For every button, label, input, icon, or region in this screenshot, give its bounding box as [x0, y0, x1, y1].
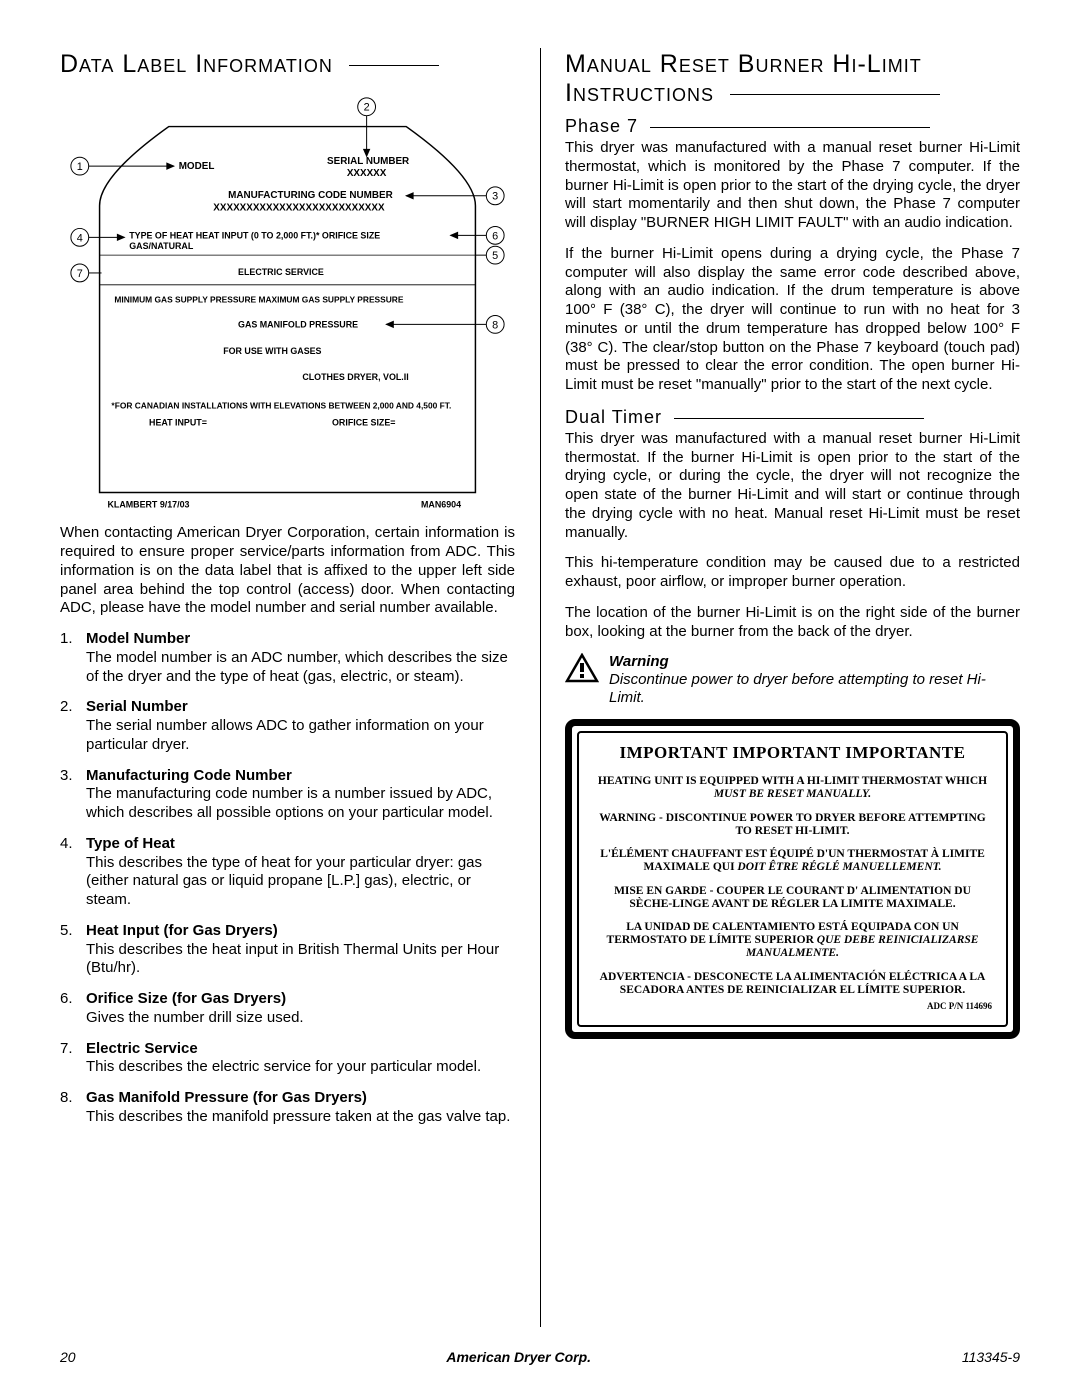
footer-page: 20	[60, 1349, 76, 1365]
footer-docnum: 113345-9	[962, 1349, 1020, 1365]
svg-text:MAN6904: MAN6904	[421, 499, 461, 509]
item-desc: This describes the manifold pressure tak…	[86, 1108, 510, 1125]
important-es2: ADVERTENCIA - DESCONECTE LA ALIMENTACIÓN…	[593, 971, 992, 997]
data-label-diagram: 1 2 3 4 5 6 7 8	[60, 87, 515, 512]
svg-text:7: 7	[77, 268, 83, 280]
right-title-line1: Manual Reset Burner Hi-Limit	[565, 50, 1020, 79]
svg-text:CLOTHES DRYER, VOL.II: CLOTHES DRYER, VOL.II	[302, 372, 408, 382]
svg-text:MODEL: MODEL	[179, 161, 215, 172]
column-right: Manual Reset Burner Hi-Limit Instruction…	[555, 50, 1020, 1330]
svg-text:ORIFICE SIZE=: ORIFICE SIZE=	[332, 417, 395, 427]
list-item: Serial NumberThe serial number allows AD…	[60, 698, 515, 754]
item-desc: This describes the type of heat for your…	[86, 854, 482, 909]
list-item: Type of HeatThis describes the type of h…	[60, 835, 515, 910]
svg-text:3: 3	[492, 191, 498, 203]
phase7-p2: If the burner Hi-Limit opens during a dr…	[565, 245, 1020, 395]
list-item: Manufacturing Code NumberThe manufacturi…	[60, 767, 515, 823]
item-desc: The serial number allows ADC to gather i…	[86, 717, 484, 753]
item-desc: Gives the number drill size used.	[86, 1009, 304, 1026]
svg-text:FOR USE WITH GASES: FOR USE WITH GASES	[223, 346, 321, 356]
important-header: IMPORTANT IMPORTANT IMPORTANTE	[593, 743, 992, 763]
definition-list: Model NumberThe model number is an ADC n…	[60, 630, 515, 1127]
right-title-line2: Instructions	[565, 79, 1020, 108]
svg-text:XXXXXXXXXXXXXXXXXXXXXXXXXX: XXXXXXXXXXXXXXXXXXXXXXXXXX	[213, 203, 385, 214]
svg-text:MANUFACTURING CODE NUMBER: MANUFACTURING CODE NUMBER	[228, 190, 393, 201]
svg-text:KLAMBERT 9/17/03: KLAMBERT 9/17/03	[107, 499, 189, 509]
item-title: Heat Input (for Gas Dryers)	[86, 922, 515, 941]
warning-title: Warning	[609, 653, 1020, 671]
item-desc: This describes the heat input in British…	[86, 941, 499, 977]
title-underline	[349, 65, 439, 66]
svg-text:6: 6	[492, 230, 498, 242]
svg-text:2: 2	[364, 102, 370, 114]
item-desc: This describes the electric service for …	[86, 1058, 481, 1075]
item-title: Orifice Size (for Gas Dryers)	[86, 990, 515, 1009]
important-fr2: MISE EN GARDE - COUPER LE COURANT D' ALI…	[593, 885, 992, 911]
column-left: Data Label Information 1 2 3 4 5 6 7 8	[60, 50, 525, 1330]
item-title: Gas Manifold Pressure (for Gas Dryers)	[86, 1089, 515, 1108]
item-title: Model Number	[86, 630, 515, 649]
phase7-p1: This dryer was manufactured with a manua…	[565, 139, 1020, 233]
svg-text:GAS MANIFOLD PRESSURE: GAS MANIFOLD PRESSURE	[238, 319, 358, 329]
title-underline	[730, 94, 940, 95]
right-title2-text: Instructions	[565, 79, 714, 107]
diagram-svg: 1 2 3 4 5 6 7 8	[60, 87, 515, 512]
left-intro: When contacting American Dryer Corporati…	[60, 524, 515, 618]
dual-p1: This dryer was manufactured with a manua…	[565, 430, 1020, 543]
important-label: IMPORTANT IMPORTANT IMPORTANTE HEATING U…	[565, 719, 1020, 1039]
item-title: Electric Service	[86, 1040, 515, 1059]
item-title: Serial Number	[86, 698, 515, 717]
item-title: Manufacturing Code Number	[86, 767, 515, 786]
list-item: Orifice Size (for Gas Dryers)Gives the n…	[60, 990, 515, 1028]
important-pn: ADC P/N 114696	[593, 1001, 992, 1011]
subtitle-underline	[674, 418, 924, 419]
svg-text:XXXXXX: XXXXXX	[347, 168, 387, 179]
important-fr1: L'ÉLÉMENT CHAUFFANT EST ÉQUIPÉ D'UN THER…	[593, 848, 992, 874]
svg-text:1: 1	[77, 161, 83, 173]
important-es1: LA UNIDAD DE CALENTAMIENTO ESTÁ EQUIPADA…	[593, 921, 992, 961]
warning-body: Discontinue power to dryer before attemp…	[609, 671, 986, 706]
item-desc: The manufacturing code number is a numbe…	[86, 785, 493, 821]
svg-text:8: 8	[492, 319, 498, 331]
column-divider	[540, 48, 541, 1327]
dual-title: Dual Timer	[565, 407, 1020, 428]
warning-block: Warning Discontinue power to dryer befor…	[565, 653, 1020, 707]
svg-text:ELECTRIC SERVICE: ELECTRIC SERVICE	[238, 267, 324, 277]
list-item: Electric ServiceThis describes the elect…	[60, 1040, 515, 1078]
list-item: Model NumberThe model number is an ADC n…	[60, 630, 515, 686]
dual-p2: This hi-temperature condition may be cau…	[565, 554, 1020, 592]
svg-text:4: 4	[77, 232, 83, 244]
left-title-text: Data Label Information	[60, 50, 333, 78]
important-en2: WARNING - DISCONTINUE POWER TO DRYER BEF…	[593, 812, 992, 838]
warning-text: Warning Discontinue power to dryer befor…	[609, 653, 1020, 707]
phase7-title-text: Phase 7	[565, 116, 638, 136]
footer-company: American Dryer Corp.	[446, 1349, 591, 1365]
dual-title-text: Dual Timer	[565, 407, 662, 427]
svg-text:MINIMUM GAS SUPPLY PRESSURE: MINIMUM GAS SUPPLY PRESSURE MAXIMUM GAS …	[114, 295, 403, 305]
svg-text:*FOR CANADIAN INSTALLATIONS WI: *FOR CANADIAN INSTALLATIONS WITH ELEVATI…	[111, 400, 451, 410]
svg-text:SERIAL NUMBER: SERIAL NUMBER	[327, 156, 409, 167]
page-footer: 20 American Dryer Corp. 113345-9	[60, 1349, 1020, 1365]
item-title: Type of Heat	[86, 835, 515, 854]
subtitle-underline	[650, 127, 930, 128]
important-en1: HEATING UNIT IS EQUIPPED WITH A HI-LIMIT…	[593, 775, 992, 801]
dual-p3: The location of the burner Hi-Limit is o…	[565, 604, 1020, 642]
svg-text:TYPE OF HEAT HEAT INPUT (0 T: TYPE OF HEAT HEAT INPUT (0 TO 2,000 FT.)…	[129, 230, 380, 240]
left-title: Data Label Information	[60, 50, 515, 79]
svg-text:GAS/NATURAL: GAS/NATURAL	[129, 241, 194, 251]
list-item: Heat Input (for Gas Dryers)This describe…	[60, 922, 515, 978]
important-inner: IMPORTANT IMPORTANT IMPORTANTE HEATING U…	[577, 731, 1008, 1027]
phase7-title: Phase 7	[565, 116, 1020, 137]
svg-text:HEAT INPUT=: HEAT INPUT=	[149, 417, 207, 427]
svg-text:5: 5	[492, 250, 498, 262]
item-desc: The model number is an ADC number, which…	[86, 649, 508, 685]
list-item: Gas Manifold Pressure (for Gas Dryers)Th…	[60, 1089, 515, 1127]
warning-icon	[565, 653, 599, 707]
